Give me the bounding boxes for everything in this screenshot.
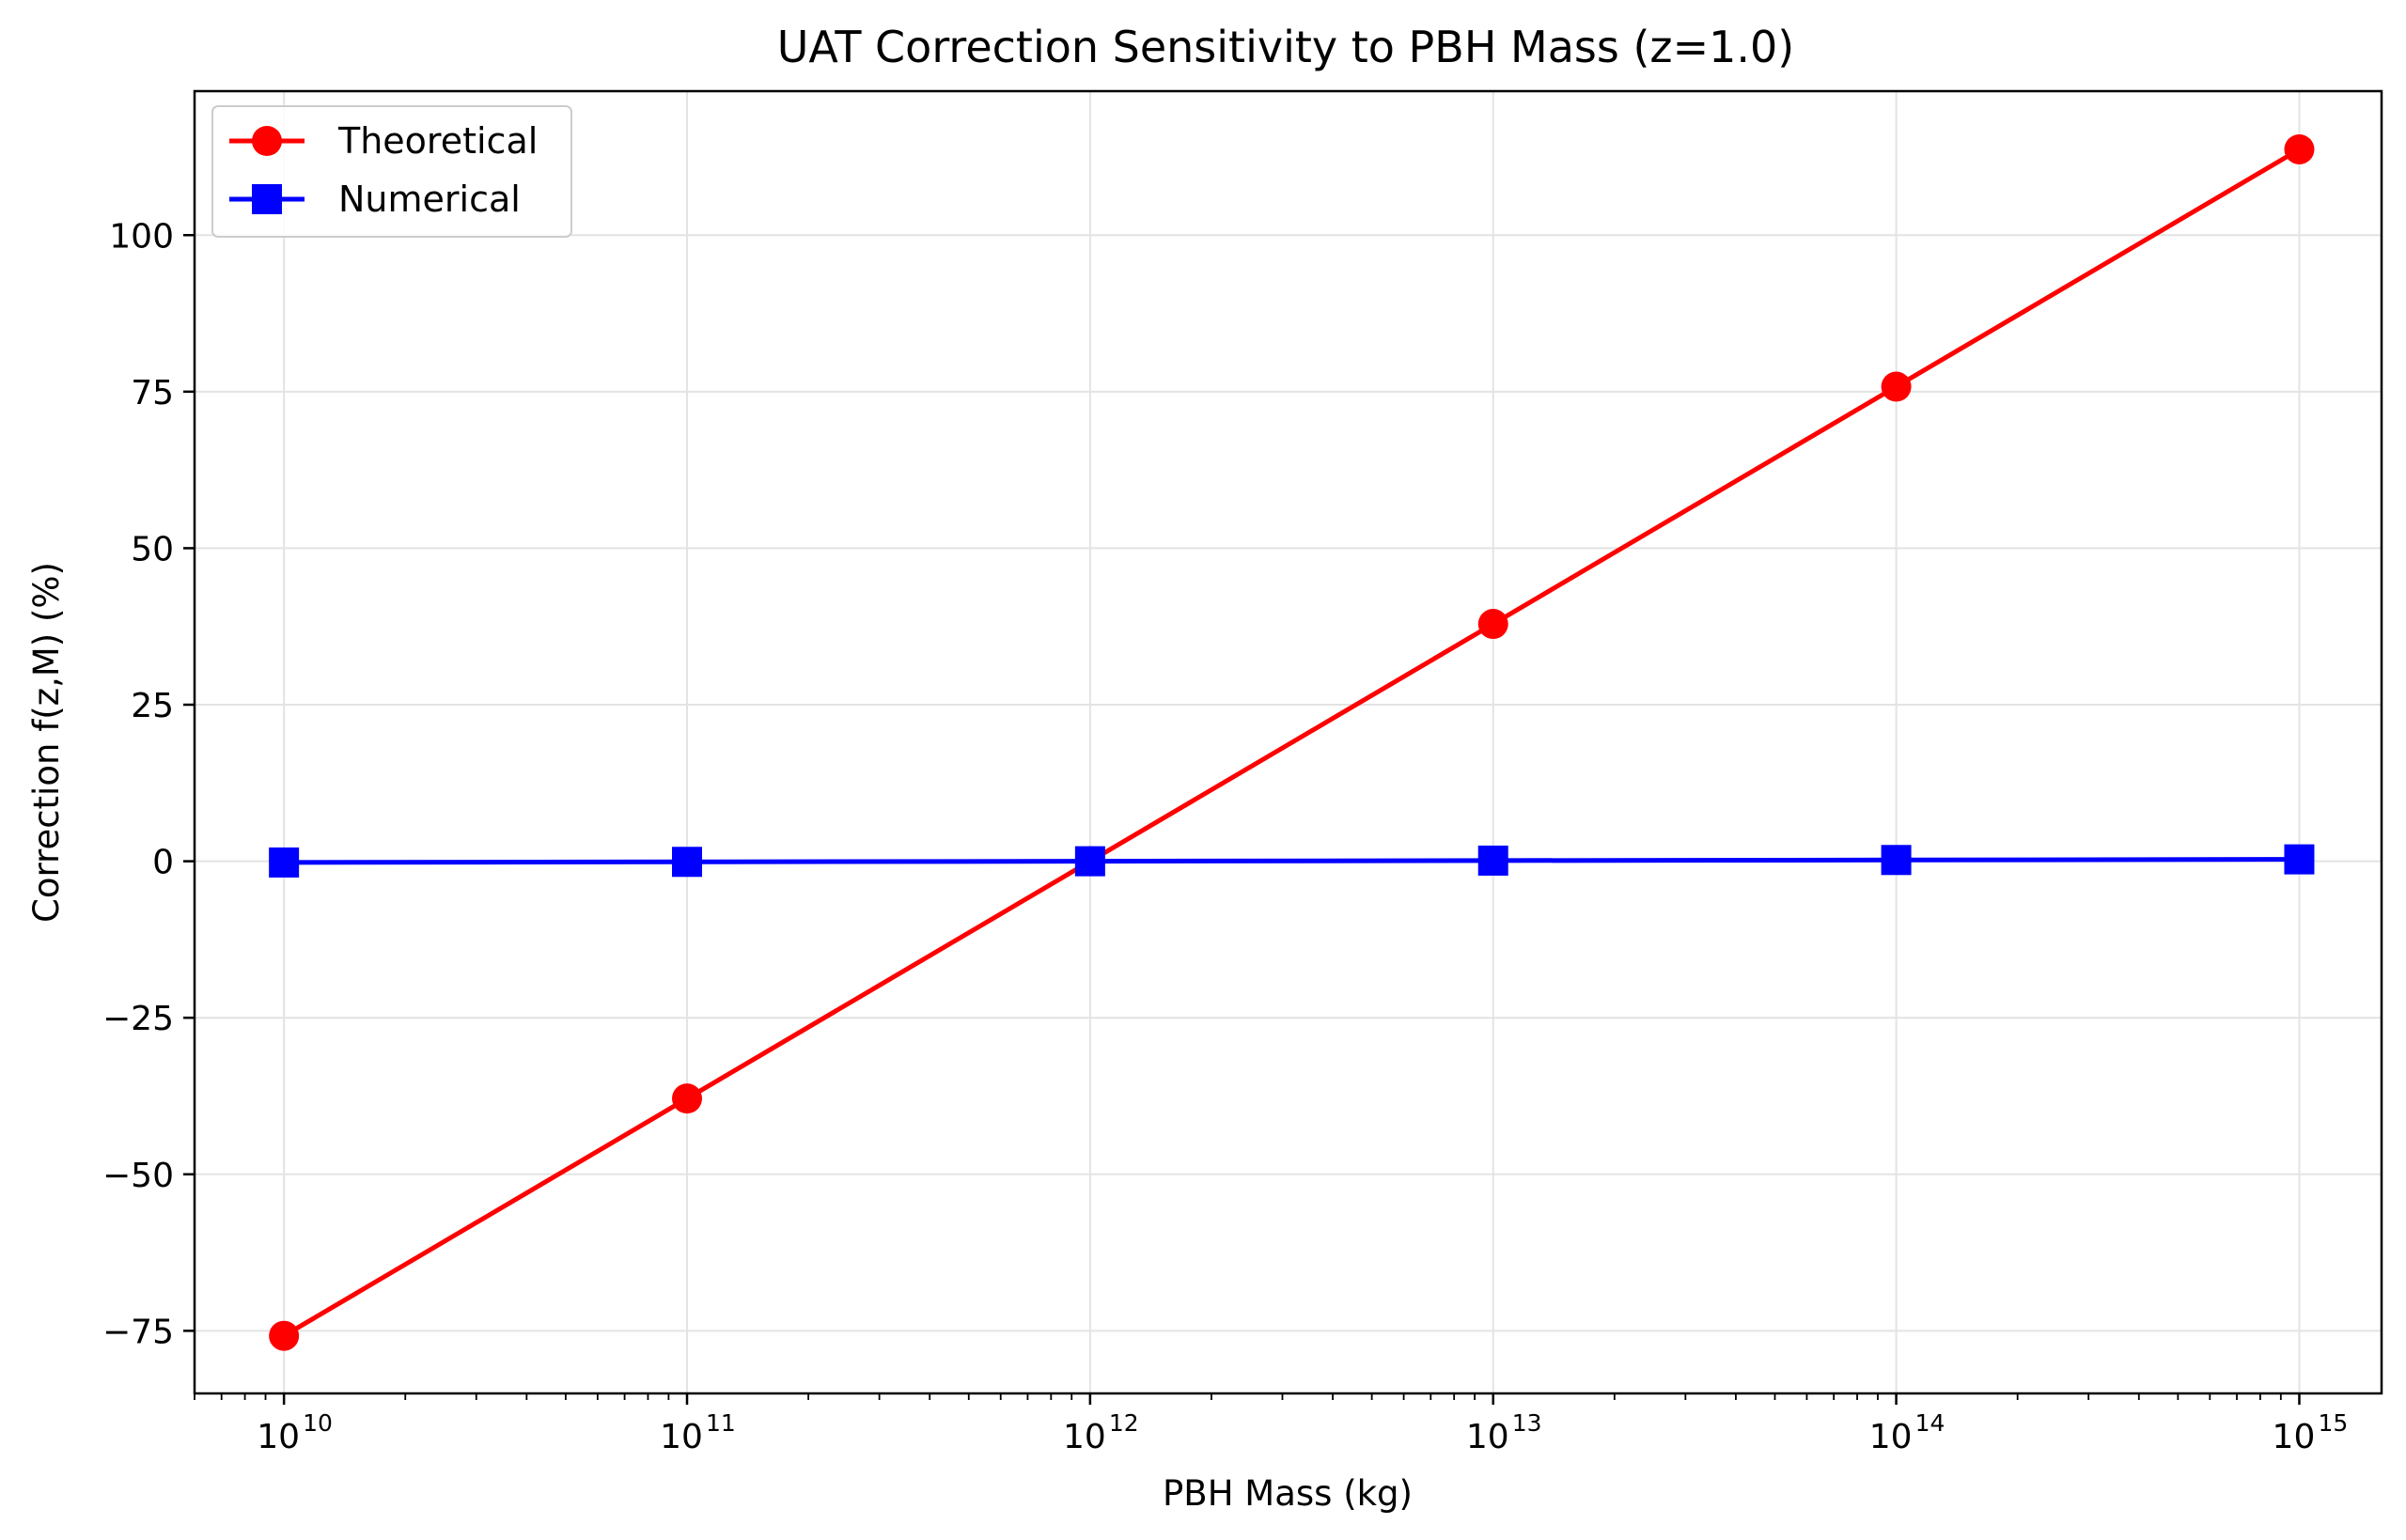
x-axis-label: PBH Mass (kg): [1163, 1473, 1413, 1514]
data-point-numerical: [1881, 845, 1912, 876]
y-tick-label: −75: [102, 1313, 174, 1351]
x-tick-exponent: 10: [303, 1409, 333, 1437]
x-tick-label: 10: [1466, 1418, 1509, 1456]
data-point-theoretical: [269, 1320, 300, 1351]
y-tick-label: −25: [102, 1000, 174, 1038]
series-line-theoretical: [282, 147, 2301, 1338]
data-point-theoretical: [1881, 371, 1912, 402]
chart-title: UAT Correction Sensitivity to PBH Mass (…: [777, 22, 1794, 72]
y-axis-label: Correction f(z,M) (%): [26, 562, 67, 923]
plot-frame: [193, 89, 2383, 1395]
x-tick-exponent: 15: [2318, 1409, 2348, 1437]
y-tick-label: −50: [102, 1157, 174, 1195]
x-tick-label: 10: [1869, 1418, 1913, 1456]
legend-marker-theoretical: [252, 126, 282, 156]
x-tick-exponent: 11: [706, 1409, 736, 1437]
x-tick-label: 10: [2273, 1418, 2316, 1456]
y-tick-label: 25: [131, 687, 174, 725]
y-axis: −75 −50 −25 0 25 50 75 100: [102, 217, 195, 1351]
data-point-theoretical: [672, 1083, 703, 1114]
grid: [195, 91, 2382, 1393]
x-tick-exponent: 13: [1512, 1409, 1542, 1437]
x-axis: 10 10 10 11 10 12 10 13 10 14 10 15: [194, 1393, 2348, 1456]
series-layer: [269, 133, 2315, 1351]
x-tick-label: 10: [1063, 1418, 1106, 1456]
data-point-numerical: [2284, 844, 2315, 875]
x-tick-label: 10: [257, 1418, 300, 1456]
data-point-theoretical: [1477, 609, 1508, 640]
data-point-numerical: [269, 847, 300, 878]
y-tick-label: 75: [131, 374, 174, 412]
data-point-theoretical: [2284, 133, 2315, 164]
y-tick-label: 50: [131, 530, 174, 568]
legend-label-theoretical: Theoretical: [337, 120, 538, 162]
legend-marker-numerical: [252, 184, 282, 214]
data-point-numerical: [1477, 845, 1508, 876]
y-tick-label: 0: [152, 844, 174, 882]
legend-label-numerical: Numerical: [338, 179, 521, 220]
y-tick-label: 100: [109, 217, 174, 256]
x-tick-exponent: 14: [1915, 1409, 1945, 1437]
data-point-numerical: [672, 847, 703, 878]
series-line-numerical: [284, 857, 2300, 865]
x-tick-exponent: 12: [1109, 1409, 1139, 1437]
x-tick-label: 10: [660, 1418, 703, 1456]
data-point-numerical: [1074, 846, 1105, 877]
legend: Theoretical Numerical: [211, 105, 572, 238]
